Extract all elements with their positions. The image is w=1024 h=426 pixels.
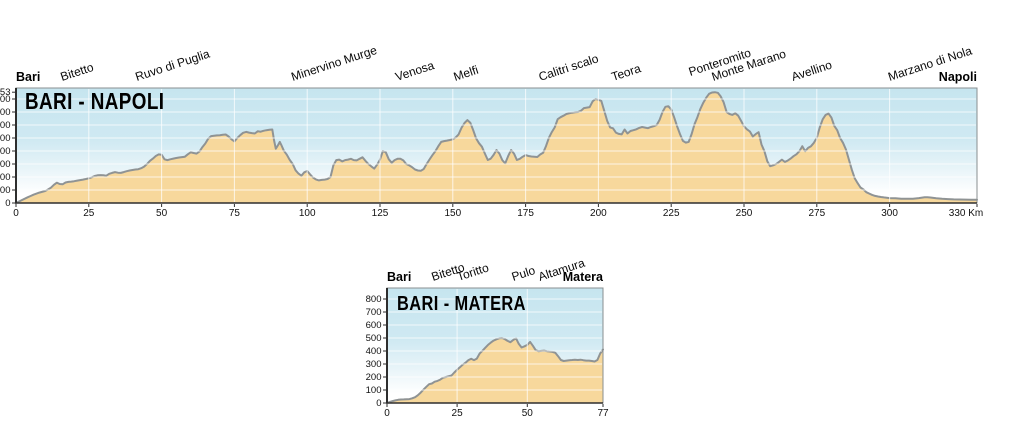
terrain-area xyxy=(16,92,977,203)
y-tick-label: 400 xyxy=(366,346,382,357)
y-tick-label: 700 xyxy=(0,107,11,118)
y-tick-label: 800 xyxy=(366,294,382,305)
x-tick-label: 275 xyxy=(808,208,825,219)
y-tick-label: 700 xyxy=(366,307,382,318)
y-tick-label: 500 xyxy=(0,133,11,144)
x-tick-label: 125 xyxy=(372,208,389,219)
station-label-pulo: Pulo xyxy=(510,263,537,284)
y-tick-label: 300 xyxy=(0,159,11,170)
x-tick-label: 175 xyxy=(517,208,534,219)
x-tick-label: 75 xyxy=(229,208,241,219)
x-tick-label: 150 xyxy=(444,208,461,219)
terrain-outline xyxy=(15,91,978,204)
y-tick-label: 100 xyxy=(0,185,11,196)
chart-bari-napoli: 0 25 50 75 100 125 150 175 200 225 250 275 300 330 Km… xyxy=(0,43,983,219)
x-tick-label: 330 Km xyxy=(949,208,983,219)
y-tick-label: 200 xyxy=(0,172,11,183)
x-tick-label: 25 xyxy=(83,208,95,219)
y-tick-label: 0 xyxy=(5,198,10,209)
x-tick-label: 250 xyxy=(736,208,753,219)
y-tick-label: 300 xyxy=(366,359,382,370)
y-tick-label: 0 xyxy=(376,398,381,409)
y-tick-label: 400 xyxy=(0,146,11,157)
station-label-teora: Teora xyxy=(610,61,643,84)
x-tick-label: 50 xyxy=(156,208,168,219)
x-tick-label: 50 xyxy=(522,408,534,419)
terrain-area xyxy=(387,338,603,403)
station-label-ruvo-di-puglia: Ruvo di Puglia xyxy=(134,47,212,84)
y-tick-label: 200 xyxy=(366,372,382,383)
y-tick-label: 800 xyxy=(0,94,11,105)
station-label-avellino: Avellino xyxy=(790,58,834,84)
x-tick-label: 200 xyxy=(590,208,607,219)
station-label-bari: Bari xyxy=(387,270,411,284)
station-label-calitri-scalo: Calitri scalo xyxy=(537,51,601,84)
chart-title-bari-matera: BARI - MATERA xyxy=(397,293,526,315)
y-tick-label: 853 xyxy=(0,87,11,98)
y-tick-label: 100 xyxy=(366,385,382,396)
x-tick-label: 77 xyxy=(597,408,609,419)
station-label-melfi: Melfi xyxy=(452,63,480,84)
x-tick-label: 225 xyxy=(663,208,680,219)
y-tick-label: 600 xyxy=(366,320,382,331)
station-label-minervino-murge: Minervino Murge xyxy=(289,43,379,84)
station-label-bitetto: Bitetto xyxy=(59,60,96,84)
x-tick-label: 100 xyxy=(299,208,316,219)
y-tick-label: 600 xyxy=(0,120,11,131)
station-label-matera: Matera xyxy=(563,270,604,284)
y-tick-label: 500 xyxy=(366,333,382,344)
x-tick-label: 25 xyxy=(452,408,464,419)
x-tick-label: 0 xyxy=(384,408,390,419)
x-tick-label: 300 xyxy=(881,208,898,219)
chart-title-bari-napoli: BARI - NAPOLI xyxy=(25,88,165,114)
station-label-venosa: Venosa xyxy=(394,58,437,84)
station-label-bari: Bari xyxy=(16,70,40,84)
x-tick-label: 0 xyxy=(13,208,19,219)
station-label-napoli: Napoli xyxy=(939,70,977,84)
